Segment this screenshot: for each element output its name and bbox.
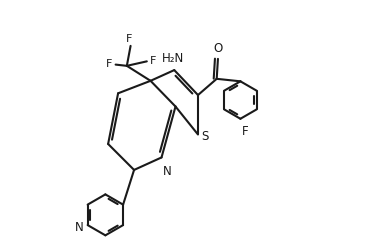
Text: N: N — [163, 164, 171, 177]
Text: H₂N: H₂N — [162, 52, 184, 64]
Text: F: F — [241, 125, 248, 138]
Text: S: S — [201, 130, 208, 143]
Text: F: F — [150, 56, 156, 66]
Text: N: N — [75, 220, 84, 233]
Text: F: F — [106, 59, 113, 69]
Text: F: F — [126, 34, 132, 44]
Text: O: O — [214, 42, 223, 55]
